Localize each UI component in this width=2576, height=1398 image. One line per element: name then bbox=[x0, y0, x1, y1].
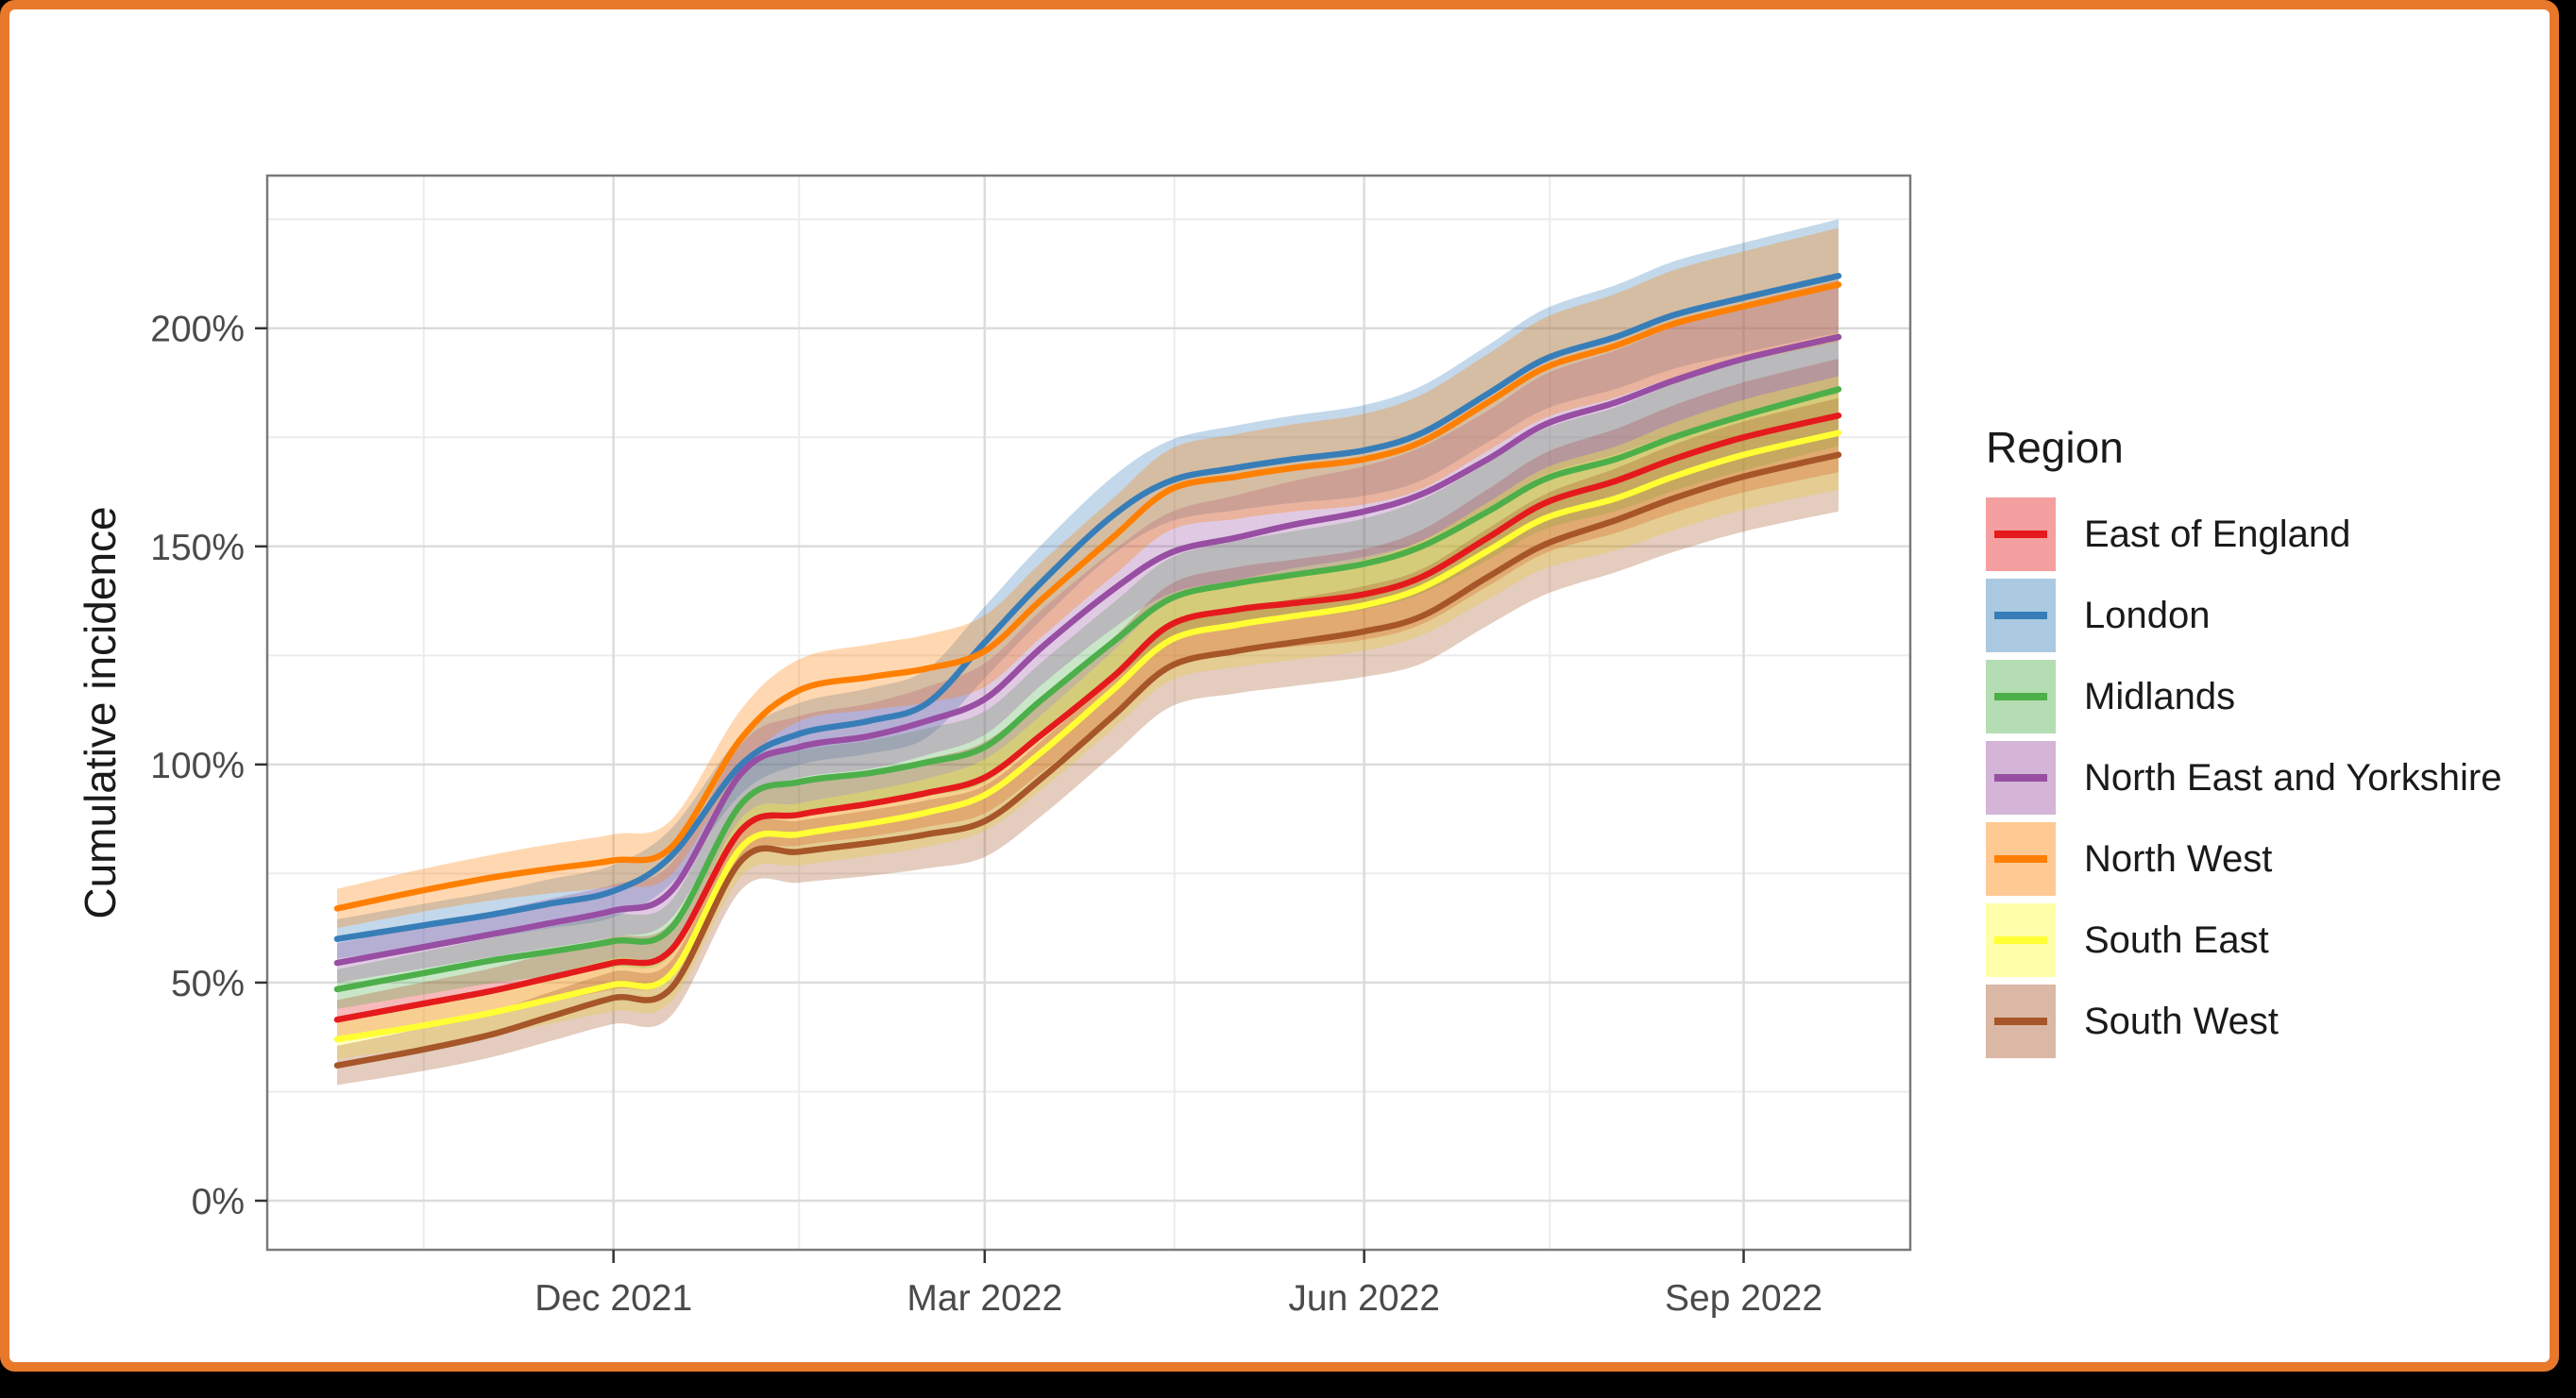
line-east-of-england bbox=[333, 412, 1842, 1023]
legend-item-london: London bbox=[1986, 579, 2501, 652]
legend-key-line-icon bbox=[1994, 693, 2047, 700]
legend-key-line-icon bbox=[1994, 531, 2047, 538]
legend-swatch-icon bbox=[1986, 903, 2056, 977]
legend-title: Region bbox=[1986, 423, 2124, 472]
legend-item-north-east-and-yorkshire: North East and Yorkshire bbox=[1986, 741, 2501, 815]
legend-item-south-west: South West bbox=[1986, 985, 2501, 1058]
x-tick-label: Dec 2021 bbox=[534, 1278, 692, 1319]
legend-item-label: London bbox=[2084, 594, 2211, 636]
ribbon-london bbox=[337, 219, 1839, 959]
legend-item-north-west: North West bbox=[1986, 822, 2501, 896]
y-tick-label: 0% bbox=[192, 1182, 245, 1222]
legend-key-line-icon bbox=[1994, 774, 2047, 782]
legend-item-label: East of England bbox=[2084, 513, 2351, 555]
legend-swatch-icon bbox=[1986, 822, 2056, 896]
legend-item-label: North East and Yorkshire bbox=[2084, 756, 2502, 799]
legend-swatch-icon bbox=[1986, 579, 2056, 652]
legend-item-label: South East bbox=[2084, 918, 2269, 961]
ribbon-north-west bbox=[337, 227, 1839, 929]
legend-item-label: Midlands bbox=[2084, 675, 2236, 717]
legend-swatch-icon bbox=[1986, 985, 2056, 1058]
ribbon-midlands bbox=[337, 332, 1839, 1009]
ribbon-north-east-and-yorkshire bbox=[337, 279, 1839, 983]
legend-item-midlands: Midlands bbox=[1986, 660, 2501, 733]
ribbon-south-east bbox=[337, 376, 1839, 1059]
legend: Region East of England London Midlands N… bbox=[1986, 423, 2501, 1066]
y-tick-label: 50% bbox=[171, 964, 245, 1004]
legend-swatch-icon bbox=[1986, 660, 2056, 733]
x-tick-label: Jun 2022 bbox=[1288, 1278, 1439, 1319]
legend-item-south-east: South East bbox=[1986, 903, 2501, 977]
x-tick-label: Mar 2022 bbox=[907, 1278, 1062, 1319]
x-tick-label: Sep 2022 bbox=[1665, 1278, 1822, 1319]
line-north-east-and-yorkshire bbox=[333, 333, 1842, 967]
line-midlands bbox=[333, 386, 1842, 993]
panel-border bbox=[265, 174, 1912, 1252]
y-axis-title: Cumulative incidence bbox=[76, 506, 125, 919]
y-tick-label: 200% bbox=[150, 310, 245, 350]
legend-key-line-icon bbox=[1994, 612, 2047, 619]
y-tick-label: 100% bbox=[150, 746, 245, 786]
legend-item-label: North West bbox=[2084, 837, 2273, 880]
legend-key-line-icon bbox=[1994, 936, 2047, 944]
line-south-east bbox=[333, 430, 1842, 1043]
legend-swatch-icon bbox=[1986, 497, 2056, 571]
legend-item-label: South West bbox=[2084, 1000, 2279, 1042]
legend-key-line-icon bbox=[1994, 1018, 2047, 1025]
line-north-west bbox=[333, 281, 1842, 912]
line-south-west bbox=[333, 451, 1842, 1069]
legend-swatch-icon bbox=[1986, 741, 2056, 815]
legend-key-line-icon bbox=[1994, 855, 2047, 863]
line-london bbox=[333, 273, 1842, 942]
y-tick-label: 150% bbox=[150, 528, 245, 568]
legend-item-east-of-england: East of England bbox=[1986, 497, 2501, 571]
